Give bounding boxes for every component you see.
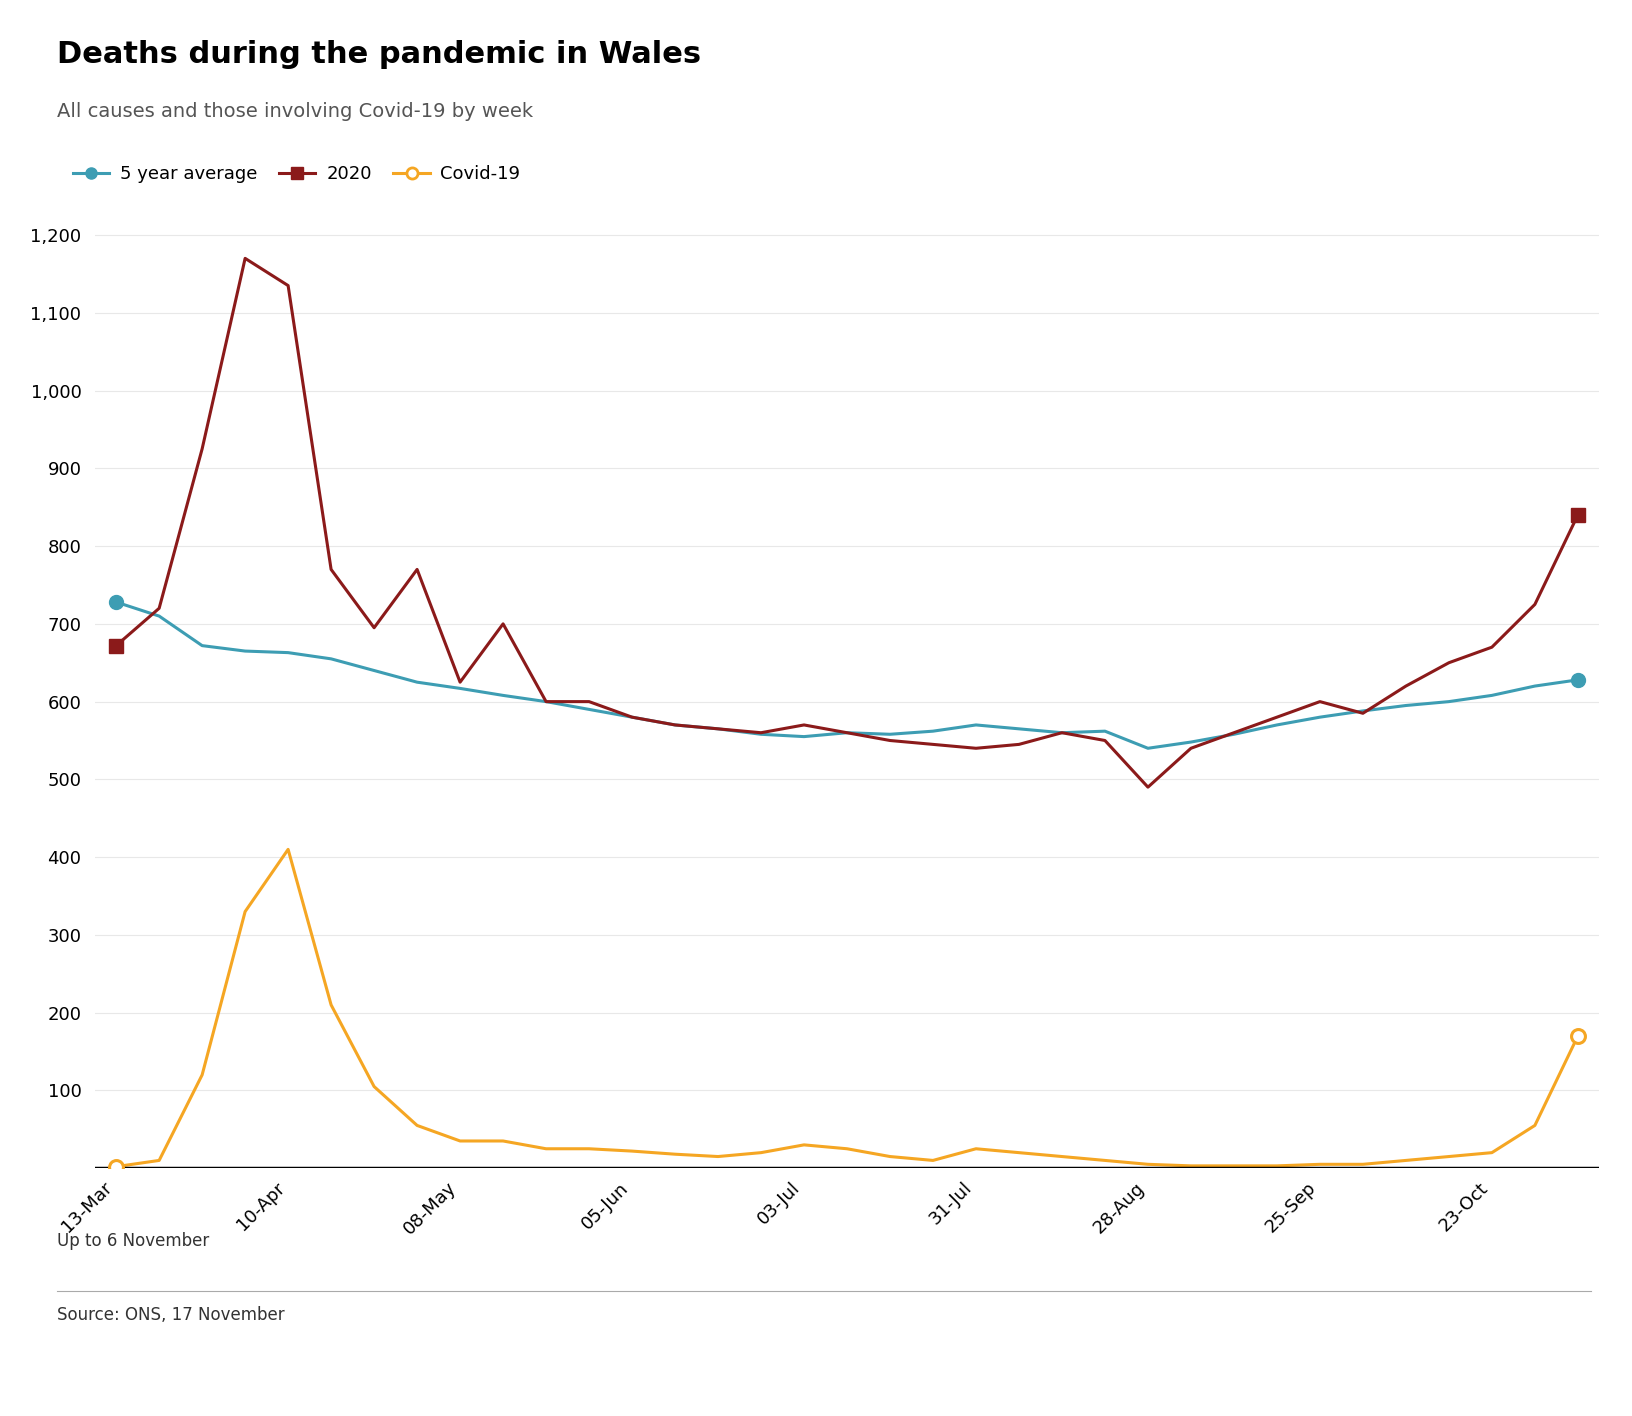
- Text: BBC: BBC: [1539, 1349, 1575, 1364]
- Text: Up to 6 November: Up to 6 November: [57, 1232, 209, 1250]
- Text: All causes and those involving Covid-19 by week: All causes and those involving Covid-19 …: [57, 102, 534, 120]
- Text: Source: ONS, 17 November: Source: ONS, 17 November: [57, 1306, 284, 1324]
- Legend: 5 year average, 2020, Covid-19: 5 year average, 2020, Covid-19: [67, 157, 527, 190]
- Text: Deaths during the pandemic in Wales: Deaths during the pandemic in Wales: [57, 40, 702, 68]
